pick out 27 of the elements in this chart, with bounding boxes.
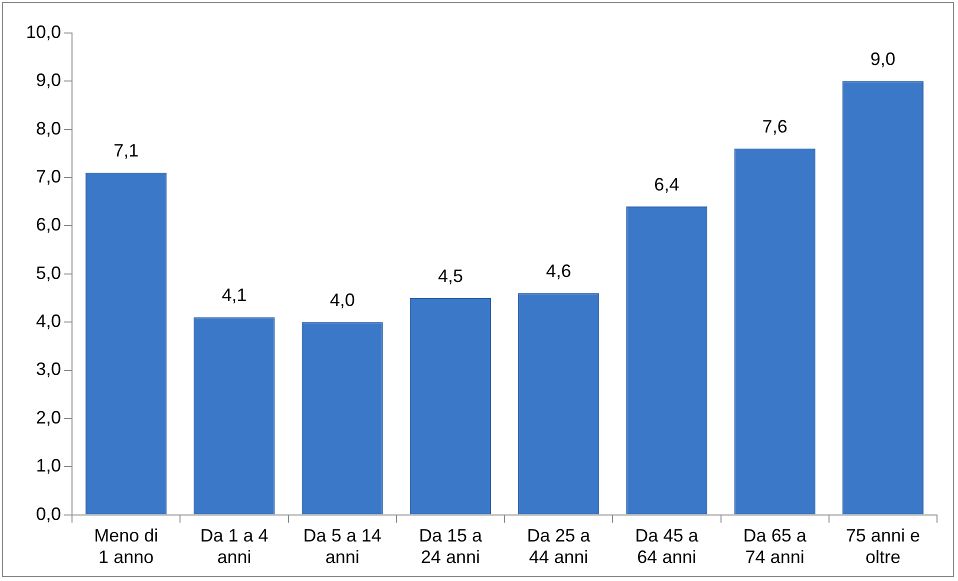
y-tick-label: 4,0 — [36, 311, 62, 332]
x-tick-label: 75 anni e oltre — [846, 526, 920, 568]
y-tick-label: 6,0 — [36, 214, 62, 235]
x-tick-label: Da 5 a 14 anni — [303, 526, 382, 568]
data-label: 9,0 — [870, 49, 896, 70]
data-label: 6,4 — [654, 174, 680, 194]
y-tick-label: 0,0 — [36, 504, 62, 524]
x-tick-label: Meno di 1 anno — [94, 526, 158, 568]
y-tick-label: 9,0 — [36, 70, 62, 90]
x-tick-label: Da 65 a 74 anni — [743, 526, 808, 568]
data-label: 4,0 — [330, 290, 355, 310]
x-tick-label: Da 15 a 24 anni — [418, 526, 483, 568]
data-label: 4,1 — [222, 285, 247, 306]
data-label: 4,5 — [438, 266, 463, 286]
y-tick-label: 10,0 — [26, 22, 62, 42]
x-tick-label: Da 45 a 64 anni — [635, 526, 700, 568]
x-tick-label: Da 25 a 44 anni — [527, 526, 592, 568]
data-label: 7,1 — [114, 140, 139, 161]
y-tick-label: 1,0 — [36, 456, 62, 476]
y-tick-label: 5,0 — [36, 262, 62, 283]
y-tick-label: 3,0 — [36, 359, 62, 380]
y-tick-label: 7,0 — [36, 166, 62, 187]
y-tick-label: 8,0 — [36, 118, 62, 138]
data-label: 4,6 — [546, 261, 572, 282]
data-label: 7,6 — [762, 116, 788, 137]
x-tick-label: Da 1 a 4 anni — [200, 526, 268, 568]
y-tick-label: 2,0 — [36, 407, 62, 428]
